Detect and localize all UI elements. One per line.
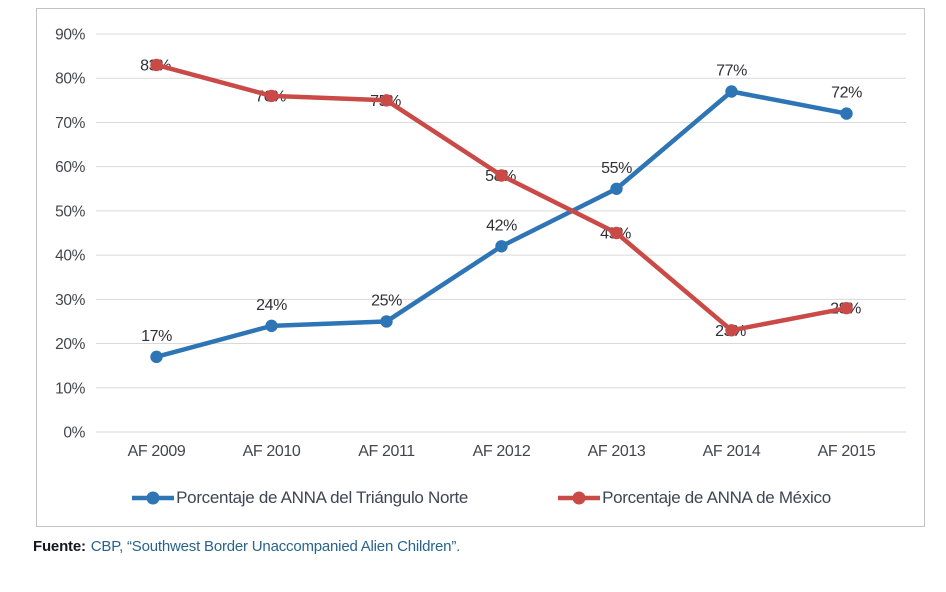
legend-item-mexico: Porcentaje de ANNA de México [556,488,831,508]
data-label: 72% [831,85,862,102]
data-point-marker [725,85,738,98]
source-label: Fuente: [33,538,86,555]
y-axis-tick-label: 40% [55,248,85,265]
source-note: Fuente: CBP, “Southwest Border Unaccompan… [33,538,946,555]
y-axis-tick-label: 20% [55,336,85,353]
data-label: 17% [141,328,172,345]
data-point-marker [495,169,508,182]
y-axis-tick-label: 30% [55,292,85,309]
source-text: CBP, “Southwest Border Unaccompanied Ali… [90,538,461,555]
y-axis-tick-label: 10% [55,380,85,397]
data-point-marker [265,319,278,333]
data-point-marker [380,94,393,107]
legend-label: Porcentaje de ANNA del Triángulo Norte [176,488,469,507]
data-point-marker [150,350,163,364]
legend-item-triangulo-norte: Porcentaje de ANNA del Triángulo Norte [130,488,468,508]
data-point-marker [380,315,393,328]
y-axis-tick-label: 90% [55,27,85,44]
y-axis-tick-label: 70% [55,115,85,132]
data-point-marker [265,89,278,103]
data-point-marker [495,240,508,253]
legend-label: Porcentaje de ANNA de México [602,488,831,507]
line-chart: 0% 10% 20% 30% 40% 50% 60% 70% 80% 90% AF 2009 AF 2… [55,27,906,460]
data-point-marker [840,107,853,120]
data-label: 24% [256,297,287,314]
x-axis-label: AF 2010 [243,443,301,460]
data-point-marker [610,182,623,195]
x-axis-label: AF 2014 [703,443,761,460]
blue-line-marker-icon [132,491,175,505]
data-point-marker [840,301,853,315]
x-axis-label: AF 2013 [588,443,646,460]
x-axis-label: AF 2015 [818,443,876,460]
x-axis-label: AF 2012 [473,443,531,460]
chart-legend: Porcentaje de ANNA del Triángulo Norte P… [37,471,924,525]
data-label: 55% [601,160,632,177]
data-label: 25% [371,292,402,309]
data-point-marker [610,226,623,240]
data-label: 77% [716,62,747,79]
y-axis-tick-label: 80% [55,71,85,88]
data-label: 42% [486,217,517,234]
y-axis-tick-label: 50% [55,203,85,220]
red-line-marker-icon [558,491,601,505]
x-axis-label: AF 2011 [358,443,415,460]
chart-panel: 0% 10% 20% 30% 40% 50% 60% 70% 80% 90% AF 2009 AF 2… [36,8,925,527]
data-point-marker [725,324,738,337]
data-point-marker [150,58,163,72]
y-axis-tick-label: 60% [55,159,85,176]
y-axis-tick-label: 0% [63,425,85,442]
x-axis-label: AF 2009 [128,443,186,460]
